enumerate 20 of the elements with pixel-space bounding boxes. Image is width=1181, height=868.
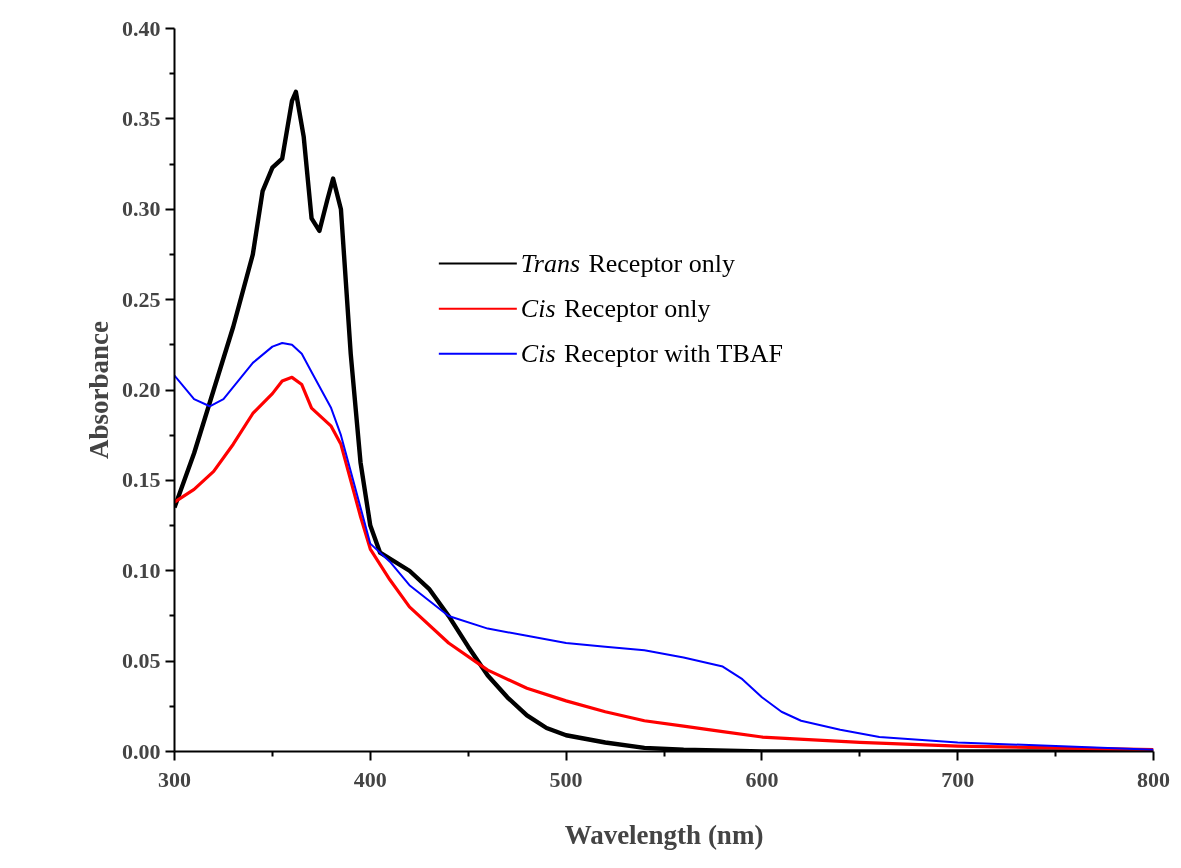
x-tick-label: 800 (1137, 766, 1170, 792)
x-tick-label: 400 (353, 766, 387, 792)
y-tick-label: 0.10 (122, 557, 161, 583)
y-tick-label: 0.40 (122, 15, 161, 41)
legend-label: Cis Receptor with TBAF (520, 339, 784, 369)
y-tick-label: 0.00 (122, 738, 161, 764)
x-tick-label: 700 (941, 766, 975, 792)
x-axis-title: Wavelength (nm) (564, 819, 764, 850)
y-tick-label: 0.15 (122, 467, 161, 493)
y-tick-label: 0.20 (122, 377, 161, 402)
y-tick-label: 0.05 (122, 648, 161, 674)
y-tick-label: 0.35 (122, 105, 161, 131)
y-tick-label: 0.30 (122, 196, 161, 222)
x-tick-label: 300 (158, 766, 191, 792)
y-tick-label: 0.25 (122, 286, 161, 312)
legend-label: Trans Receptor only (520, 248, 736, 278)
x-tick-label: 500 (549, 766, 583, 792)
y-axis-title: Absorbance (84, 320, 114, 459)
x-tick-label: 600 (745, 766, 779, 792)
legend-label: Cis Receptor only (520, 294, 711, 324)
